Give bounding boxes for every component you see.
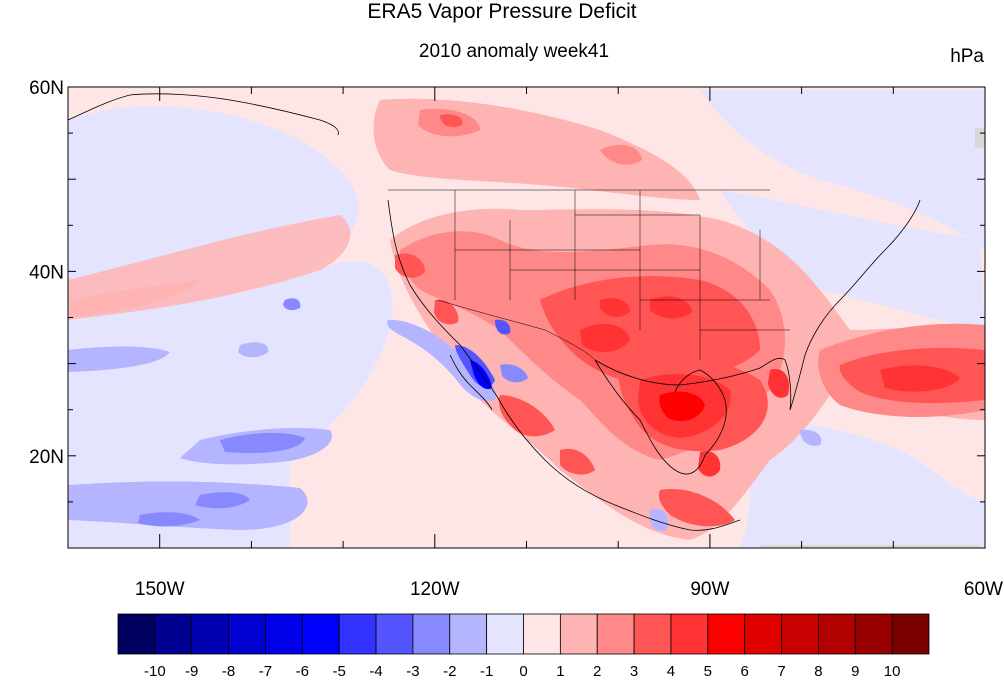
colorbar-box xyxy=(191,613,229,655)
colorbar-label: -2 xyxy=(443,663,456,680)
axis-labels: 60N 40N 20N 150W 120W 90W 60W xyxy=(29,78,1003,600)
colorbar-label: 7 xyxy=(777,663,785,680)
lon-tick-label: 90W xyxy=(690,579,729,600)
colorbar: -10 -9 -8 -7 -6 -5 -4 -3 -2 -1 0 1 2 3 4 5 6 7 8 9 10 xyxy=(117,613,930,680)
colorbar-box xyxy=(596,613,635,655)
colorbar-box xyxy=(781,613,819,655)
colorbar-box xyxy=(707,613,746,655)
colorbar-box xyxy=(486,613,524,655)
colorbar-label: 6 xyxy=(741,663,749,680)
colorbar-label: -5 xyxy=(333,663,346,680)
colorbar-box xyxy=(670,613,709,655)
colorbar-box xyxy=(265,613,303,655)
colorbar-label: 10 xyxy=(884,663,901,680)
colorbar-box xyxy=(891,613,930,655)
colorbar-box xyxy=(744,613,782,655)
units-label: hPa xyxy=(950,46,984,67)
anomaly-field xyxy=(68,87,985,548)
colorbar-box xyxy=(228,613,266,655)
lon-tick-label: 150W xyxy=(135,579,185,600)
lat-tick-label: 40N xyxy=(29,262,64,283)
colorbar-label: 1 xyxy=(556,663,564,680)
colorbar-box xyxy=(633,613,672,655)
lat-tick-label: 20N xyxy=(29,447,64,468)
colorbar-label: 9 xyxy=(851,663,859,680)
colorbar-label: -3 xyxy=(406,663,419,680)
colorbar-label: 0 xyxy=(519,663,527,680)
colorbar-box xyxy=(375,613,414,655)
colorbar-label: 4 xyxy=(667,663,675,680)
colorbar-box xyxy=(154,613,193,655)
figure-subtitle: 2010 anomaly week41 xyxy=(418,41,610,62)
colorbar-box xyxy=(818,613,856,655)
colorbar-label: -8 xyxy=(222,663,235,680)
colorbar-box xyxy=(854,613,893,655)
colorbar-label: -4 xyxy=(369,663,382,680)
colorbar-box xyxy=(301,613,340,655)
axis-ticks xyxy=(67,86,986,549)
colorbar-box xyxy=(559,613,598,655)
colorbar-label: 2 xyxy=(593,663,601,680)
lon-tick-label: 120W xyxy=(410,579,460,600)
colorbar-box xyxy=(117,613,156,655)
colorbar-label: -1 xyxy=(480,663,493,680)
colorbar-label: -6 xyxy=(296,663,309,680)
colorbar-label: 3 xyxy=(630,663,638,680)
coastlines xyxy=(68,93,921,531)
colorbar-box xyxy=(523,613,561,655)
lon-tick-label: 60W xyxy=(964,579,1003,600)
colorbar-box xyxy=(412,613,451,655)
colorbar-label: -10 xyxy=(144,663,166,680)
lat-tick-label: 60N xyxy=(29,78,64,99)
colorbar-label: -7 xyxy=(259,663,272,680)
colorbar-box xyxy=(449,613,488,655)
colorbar-label: 8 xyxy=(814,663,822,680)
colorbar-label: -9 xyxy=(185,663,198,680)
state-borders xyxy=(388,189,790,361)
colorbar-label: 5 xyxy=(704,663,712,680)
figure-title: ERA5 Vapor Pressure Deficit xyxy=(367,0,637,23)
colorbar-box xyxy=(338,613,377,655)
